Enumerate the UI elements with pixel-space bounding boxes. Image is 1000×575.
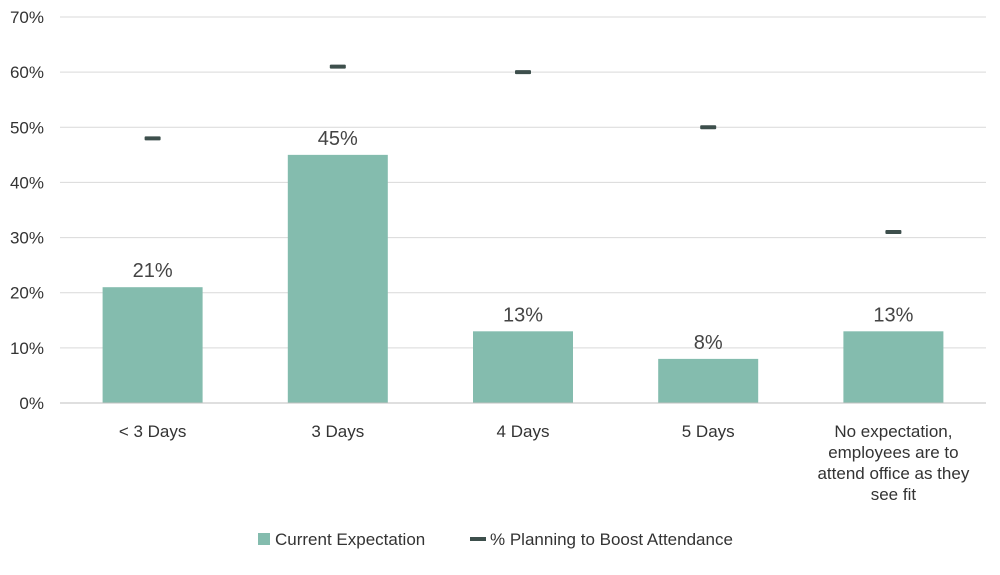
bar-data-label: 8% bbox=[694, 332, 723, 354]
y-tick-label: 60% bbox=[10, 63, 44, 82]
bar-series-current-expectation bbox=[102, 154, 944, 403]
marker-point bbox=[144, 136, 161, 141]
marker-point bbox=[885, 230, 902, 235]
bar-data-label: 13% bbox=[503, 304, 543, 326]
legend-label-planning-to-boost: % Planning to Boost Attendance bbox=[490, 530, 733, 549]
legend-swatch-planning-to-boost bbox=[470, 537, 486, 541]
bar-data-label: 13% bbox=[873, 304, 913, 326]
y-tick-label: 30% bbox=[10, 229, 44, 248]
y-axis-ticks: 0% 10% 20% 30% 40% 50% 60% 70% bbox=[10, 8, 44, 413]
bar bbox=[658, 358, 759, 403]
legend-swatch-current-expectation bbox=[258, 533, 270, 545]
y-tick-label: 0% bbox=[19, 394, 44, 413]
bar-data-label: 45% bbox=[318, 128, 358, 150]
x-category-label: 3 Days bbox=[311, 422, 364, 441]
bar bbox=[473, 331, 573, 403]
bar bbox=[287, 154, 388, 403]
x-axis-category-labels: < 3 Days 3 Days 4 Days 5 Days No expectation… bbox=[119, 422, 970, 504]
marker-point bbox=[515, 70, 531, 75]
x-category-label: No expectation, employees are to attend of… bbox=[817, 422, 969, 504]
y-tick-label: 70% bbox=[10, 8, 44, 27]
y-tick-label: 50% bbox=[10, 118, 44, 137]
x-category-label: 4 Days bbox=[497, 422, 550, 441]
bar bbox=[843, 331, 944, 403]
y-tick-label: 20% bbox=[10, 284, 44, 303]
legend: Current Expectation % Planning to Boost … bbox=[258, 530, 733, 549]
marker-point bbox=[700, 125, 717, 130]
data-labels: 21% 45% 13% 8% 13% bbox=[133, 128, 914, 354]
y-tick-label: 40% bbox=[10, 173, 44, 192]
bar-data-label: 21% bbox=[133, 260, 173, 282]
x-category-label: 5 Days bbox=[682, 422, 735, 441]
y-tick-label: 10% bbox=[10, 339, 44, 358]
bar bbox=[102, 287, 203, 403]
marker-series-planning-to-boost bbox=[144, 64, 902, 235]
legend-label-current-expectation: Current Expectation bbox=[275, 530, 425, 549]
marker-point bbox=[329, 64, 346, 69]
x-category-label: < 3 Days bbox=[119, 422, 187, 441]
